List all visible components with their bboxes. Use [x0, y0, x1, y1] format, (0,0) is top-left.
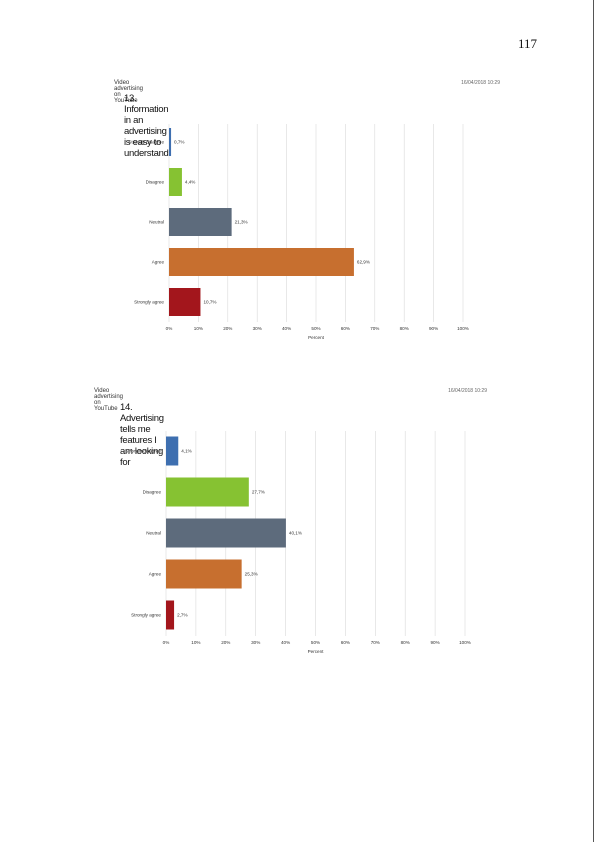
category-label: Disagree — [146, 180, 165, 185]
x-axis-label: Percent — [308, 335, 325, 340]
data-label: 27,7% — [252, 490, 265, 495]
x-tick-label: 50% — [311, 640, 320, 645]
chart-header: Video advertising on YouTube — [94, 388, 124, 412]
category-label: Disagree — [143, 490, 162, 495]
x-tick-label: 0% — [163, 640, 170, 645]
category-label: Agree — [152, 260, 165, 265]
bar — [166, 559, 242, 589]
page-edge-line — [593, 0, 594, 842]
chart-date: 16/04/2018 10:29 — [448, 388, 487, 394]
x-tick-label: 0% — [166, 326, 173, 331]
x-tick-label: 30% — [251, 640, 260, 645]
bar — [169, 248, 354, 276]
x-tick-label: 90% — [429, 326, 438, 331]
x-tick-label: 30% — [253, 326, 262, 331]
page-number: 117 — [518, 36, 538, 51]
x-axis-label: Percent — [308, 649, 325, 654]
bar — [169, 168, 182, 196]
x-tick-label: 10% — [194, 326, 203, 331]
x-tick-label: 20% — [221, 640, 230, 645]
data-label: 0,7% — [174, 140, 184, 145]
x-tick-label: 80% — [401, 640, 410, 645]
data-label: 10,7% — [203, 300, 216, 305]
chart-header: Video advertising on YouTube — [114, 80, 144, 104]
chart-title: 13. Information in an advertising is eas… — [124, 93, 169, 159]
data-label: 62,9% — [357, 260, 370, 265]
x-tick-label: 70% — [370, 326, 379, 331]
chart-date: 16/04/2018 10:29 — [461, 80, 500, 86]
data-label: 40,1% — [289, 531, 302, 536]
bar — [166, 477, 249, 507]
category-label: Neutral — [149, 220, 164, 225]
data-label: 4,1% — [181, 449, 191, 454]
bar — [166, 518, 286, 548]
data-label: 2,7% — [177, 613, 187, 618]
bar — [169, 128, 172, 156]
x-tick-label: 50% — [311, 326, 320, 331]
data-label: 4,4% — [185, 180, 195, 185]
data-label: 25,3% — [245, 572, 258, 577]
data-label: 21,3% — [235, 220, 248, 225]
chart-title: 14. Advertising tells me features I am l… — [120, 402, 164, 468]
bar — [169, 208, 232, 236]
x-tick-label: 100% — [459, 640, 471, 645]
x-tick-label: 60% — [341, 640, 350, 645]
category-label: Agree — [149, 572, 162, 577]
x-tick-label: 100% — [457, 326, 469, 331]
x-tick-label: 40% — [281, 640, 290, 645]
x-tick-label: 70% — [371, 640, 380, 645]
category-label: Neutral — [146, 531, 161, 536]
x-tick-label: 90% — [430, 640, 439, 645]
x-tick-label: 60% — [341, 326, 350, 331]
x-tick-label: 20% — [223, 326, 232, 331]
x-tick-label: 40% — [282, 326, 291, 331]
category-label: Strongly agree — [131, 613, 161, 618]
x-tick-label: 10% — [191, 640, 200, 645]
bar — [166, 600, 175, 630]
bar — [166, 436, 179, 466]
x-tick-label: 80% — [400, 326, 409, 331]
bar — [169, 288, 201, 316]
category-label: Strongly agree — [134, 300, 164, 305]
